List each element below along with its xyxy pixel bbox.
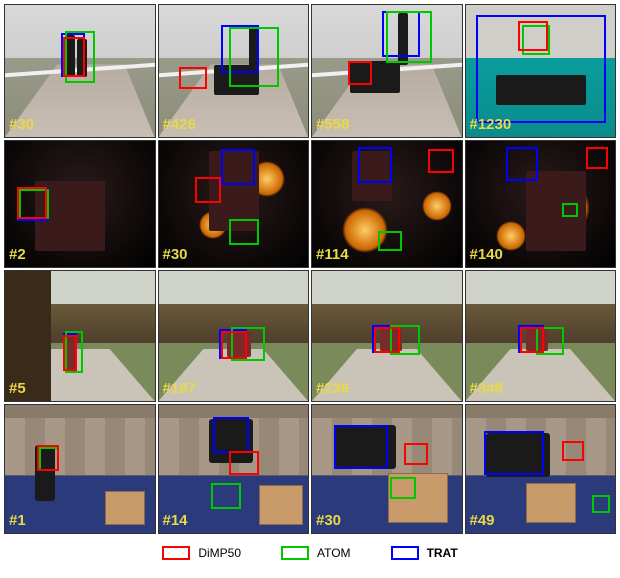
- frame-number-label: #5: [9, 380, 26, 397]
- frame-cell: #1: [4, 404, 156, 534]
- bbox-dimp50: [221, 331, 247, 359]
- frame-number-label: #426: [163, 116, 196, 133]
- scene-background: [5, 405, 155, 533]
- bbox-dimp50: [586, 147, 608, 169]
- sequence-row-3: #1 #14 #30 #49: [4, 404, 616, 534]
- bbox-atom: [229, 27, 279, 87]
- sequence-row-2: #5 #187 #236 #348: [4, 270, 616, 402]
- frame-cell: #5: [4, 270, 156, 402]
- bbox-trat: [506, 147, 538, 181]
- frame-number-label: #1230: [470, 116, 512, 133]
- bbox-atom: [386, 11, 432, 63]
- legend-item-dimp50: DiMP50: [162, 546, 241, 560]
- frame-cell: #187: [158, 270, 310, 402]
- frame-cell: #2: [4, 140, 156, 268]
- frame-cell: #558: [311, 4, 463, 138]
- bbox-dimp50: [63, 335, 77, 371]
- frame-number-label: #140: [470, 246, 503, 263]
- bbox-dimp50: [518, 21, 548, 51]
- frame-cell: #30: [4, 4, 156, 138]
- frame-number-label: #187: [163, 380, 196, 397]
- frame-number-label: #348: [470, 380, 503, 397]
- bbox-dimp50: [37, 445, 59, 471]
- frame-cell: #30: [158, 140, 310, 268]
- bbox-dimp50: [562, 441, 584, 461]
- frame-number-label: #558: [316, 116, 349, 133]
- bbox-dimp50: [520, 327, 544, 353]
- bbox-atom: [390, 477, 416, 499]
- legend: DiMP50 ATOM TRAT: [0, 546, 620, 560]
- frame-number-label: #14: [163, 512, 188, 529]
- bbox-dimp50: [179, 67, 207, 89]
- legend-swatch: [391, 546, 419, 560]
- frame-cell: #140: [465, 140, 617, 268]
- bbox-dimp50: [17, 187, 47, 219]
- legend-label: ATOM: [317, 546, 351, 560]
- frame-cell: #236: [311, 270, 463, 402]
- bbox-atom: [592, 495, 610, 513]
- frame-cell: #114: [311, 140, 463, 268]
- bbox-dimp50: [195, 177, 221, 203]
- frame-number-label: #236: [316, 380, 349, 397]
- frame-number-label: #1: [9, 512, 26, 529]
- bbox-dimp50: [63, 37, 85, 77]
- legend-swatch: [162, 546, 190, 560]
- frame-number-label: #30: [316, 512, 341, 529]
- bbox-dimp50: [404, 443, 428, 465]
- bbox-dimp50: [428, 149, 454, 173]
- legend-item-trat: TRAT: [391, 546, 458, 560]
- bbox-atom: [378, 231, 402, 251]
- frame-number-label: #30: [9, 116, 34, 133]
- frame-number-label: #114: [316, 246, 349, 263]
- bbox-dimp50: [348, 61, 372, 85]
- bbox-trat: [484, 431, 544, 475]
- frame-number-label: #49: [470, 512, 495, 529]
- bbox-trat: [221, 149, 255, 185]
- bbox-dimp50: [374, 327, 400, 353]
- frame-cell: #426: [158, 4, 310, 138]
- frame-cell: #1230: [465, 4, 617, 138]
- frame-cell: #30: [311, 404, 463, 534]
- bbox-atom: [211, 483, 241, 509]
- frame-number-label: #2: [9, 246, 26, 263]
- bbox-trat: [334, 425, 388, 469]
- legend-label: TRAT: [427, 546, 458, 560]
- bbox-trat: [358, 147, 392, 183]
- bbox-atom: [562, 203, 578, 217]
- legend-label: DiMP50: [198, 546, 241, 560]
- frame-cell: #49: [465, 404, 617, 534]
- legend-item-atom: ATOM: [281, 546, 351, 560]
- tracking-comparison-grid: #30#426#558#1230#2#30#114#140#5#187#236#…: [0, 0, 620, 538]
- sequence-row-1: #2 #30 #114 #140: [4, 140, 616, 268]
- frame-cell: #348: [465, 270, 617, 402]
- sequence-row-0: #30 #426 #558 #1230: [4, 4, 616, 138]
- frame-number-label: #30: [163, 246, 188, 263]
- bbox-dimp50: [229, 451, 259, 475]
- legend-swatch: [281, 546, 309, 560]
- frame-cell: #14: [158, 404, 310, 534]
- bbox-trat: [213, 417, 249, 453]
- bbox-atom: [229, 219, 259, 245]
